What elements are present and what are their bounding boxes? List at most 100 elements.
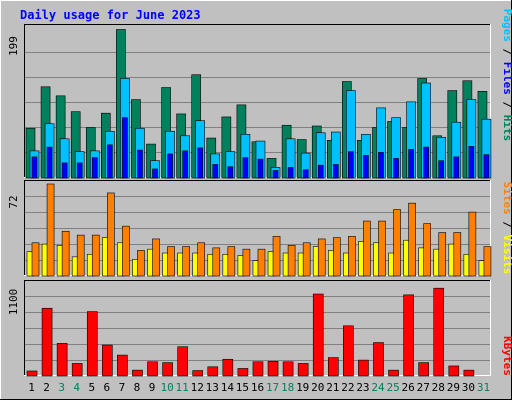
x-tick-label: 15 xyxy=(236,381,249,394)
bar-sites xyxy=(182,246,190,277)
bar-sites xyxy=(408,202,416,277)
bar-kbytes xyxy=(222,358,234,377)
bar-sites xyxy=(227,246,236,277)
bar-sites xyxy=(152,238,160,277)
x-tick-label: 13 xyxy=(206,381,219,394)
x-tick-label: 27 xyxy=(417,381,430,394)
bar-pages xyxy=(483,154,490,179)
bar-kbytes xyxy=(343,325,354,377)
bar-kbytes xyxy=(117,354,128,377)
x-tick-label: 23 xyxy=(356,381,369,394)
y-tick-visits: 72 xyxy=(7,195,20,208)
x-tick-label: 31 xyxy=(477,381,490,394)
bar-pages xyxy=(31,156,38,179)
x-tick-label: 25 xyxy=(386,381,399,394)
bar-kbytes xyxy=(162,362,173,377)
bar-sites xyxy=(348,236,356,277)
bar-pages xyxy=(272,170,279,179)
bar-pages xyxy=(91,157,98,179)
y-tick-hits: 199 xyxy=(7,36,20,56)
bar-sites xyxy=(453,232,462,277)
bar-pages xyxy=(408,149,414,179)
bar-kbytes xyxy=(327,357,339,377)
bar-sites xyxy=(393,209,401,277)
bar-pages xyxy=(332,164,339,179)
bar-pages xyxy=(242,157,249,179)
panel-hits-files-pages xyxy=(24,24,492,179)
bar-sites xyxy=(122,225,130,277)
bar-sites xyxy=(378,220,386,277)
bar-pages xyxy=(348,151,354,179)
bar-kbytes xyxy=(418,362,429,377)
bar-sites xyxy=(76,234,85,277)
bar-sites xyxy=(91,234,100,277)
bar-sites xyxy=(483,246,492,277)
bar-pages xyxy=(227,166,234,179)
bar-kbytes xyxy=(86,311,98,377)
bar-pages xyxy=(287,167,294,179)
bar-sites xyxy=(61,230,70,277)
bar-sites xyxy=(197,242,206,277)
bar-pages xyxy=(46,146,53,179)
panel-kbytes xyxy=(24,280,491,377)
x-axis-labels: 1 2 3 4 5 6 7 8 9 10 11 12 13 14 15 16 17 18 19 20 21 22 23 24 2… xyxy=(28,381,490,394)
x-tick-label: 3 xyxy=(58,381,65,394)
x-tick-label: 26 xyxy=(402,381,415,394)
x-tick-label: 12 xyxy=(191,381,204,394)
bar-sites xyxy=(137,250,145,277)
x-tick-label: 14 xyxy=(221,381,235,394)
bar-pages xyxy=(378,152,384,179)
bar-sites xyxy=(107,192,115,277)
x-tick-label: 10 xyxy=(160,381,173,394)
bar-pages xyxy=(182,150,188,179)
bar-pages xyxy=(107,144,113,179)
bar-kbytes xyxy=(237,368,249,377)
bar-sites xyxy=(438,232,447,277)
legend-hits-files-pages: Pages / Files / Hits xyxy=(501,9,512,142)
x-tick-label: 18 xyxy=(281,381,294,394)
chart-title: Daily usage for June 2023 xyxy=(20,8,201,22)
legend-visits-sites: Sites / Visits xyxy=(501,182,512,275)
bar-kbytes xyxy=(177,346,188,377)
bar-sites xyxy=(46,183,55,277)
bar-sites xyxy=(468,211,477,277)
x-tick-label: 11 xyxy=(176,381,189,394)
x-tick-label: 5 xyxy=(88,381,95,394)
bar-kbytes xyxy=(358,359,369,377)
bar-kbytes xyxy=(433,287,445,377)
legend-kbytes: KBytes xyxy=(501,336,512,376)
bar-sites xyxy=(242,248,251,277)
bar-sites xyxy=(212,247,221,277)
x-tick-label: 19 xyxy=(296,381,309,394)
bar-kbytes xyxy=(297,363,309,377)
bar-sites xyxy=(31,242,40,277)
bar-kbytes xyxy=(147,361,158,377)
bar-kbytes xyxy=(71,363,83,377)
bar-kbytes xyxy=(192,370,204,377)
bar-sites xyxy=(272,236,281,277)
bar-kbytes xyxy=(403,294,414,377)
bar-pages xyxy=(363,155,369,179)
bar-sites xyxy=(302,242,311,277)
bar-pages xyxy=(212,164,219,179)
x-tick-label: 17 xyxy=(266,381,279,394)
bar-pages xyxy=(438,160,445,179)
bar-kbytes xyxy=(132,369,143,377)
x-tick-label: 24 xyxy=(371,381,385,394)
x-tick-label: 16 xyxy=(251,381,264,394)
bar-sites xyxy=(363,220,371,277)
bar-pages xyxy=(197,147,204,179)
bar-sites xyxy=(423,223,431,277)
bar-kbytes xyxy=(373,342,384,377)
x-tick-label: 20 xyxy=(311,381,324,394)
x-tick-label: 28 xyxy=(432,381,445,394)
x-tick-label: 8 xyxy=(134,381,141,394)
bar-pages xyxy=(257,158,264,179)
bar-sites xyxy=(167,246,175,277)
bar-kbytes xyxy=(312,293,324,377)
bar-pages xyxy=(137,149,143,179)
bar-sites xyxy=(317,238,326,277)
x-tick-label: 6 xyxy=(104,381,111,394)
x-tick-label: 30 xyxy=(462,381,475,394)
